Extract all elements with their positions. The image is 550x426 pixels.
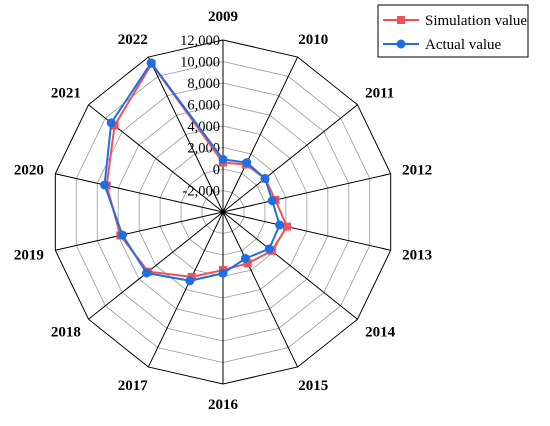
axis-spoke (222, 211, 299, 368)
category-label: 2015 (298, 378, 328, 394)
category-label: 2020 (14, 162, 44, 178)
radar-axes (55, 40, 391, 384)
category-label: 2013 (402, 248, 432, 264)
data-point (106, 118, 116, 128)
data-point (240, 253, 250, 263)
tick-label: 0 (213, 162, 220, 178)
legend-label-simulation: Simulation value (425, 13, 527, 29)
data-point (100, 180, 110, 190)
axis-spoke (222, 211, 391, 251)
axis-spoke (222, 104, 358, 213)
data-point (185, 276, 195, 286)
legend-label-actual: Actual value (425, 37, 502, 53)
category-labels: 2009 2010 2011 2012 2013 2014 2015 2016 2017 2018… (14, 9, 432, 413)
category-label: 2018 (51, 325, 81, 341)
category-label: 2019 (14, 248, 44, 264)
data-point (260, 173, 270, 183)
axis-spoke (55, 211, 224, 251)
data-point (142, 268, 152, 278)
axis-spoke (88, 211, 224, 320)
axis-spoke (147, 56, 224, 213)
legend-box (377, 4, 529, 58)
category-label: 2016 (208, 397, 239, 413)
axis-spoke (222, 211, 358, 320)
legend-marker-actual (396, 39, 406, 49)
axis-spoke (147, 211, 224, 368)
tick-label: -2,000 (183, 184, 220, 200)
data-point (218, 154, 228, 164)
data-point (243, 259, 252, 268)
data-point (242, 158, 252, 168)
tick-label: 10,000 (180, 55, 220, 71)
data-point (146, 58, 156, 68)
series-line (103, 61, 281, 282)
legend: Simulation value Actual value (377, 4, 529, 58)
series-actual (100, 58, 285, 286)
tick-label: 12,000 (180, 33, 220, 49)
category-label: 2021 (51, 85, 81, 101)
category-label: 2012 (402, 162, 432, 178)
category-label: 2014 (365, 325, 396, 341)
axis-spoke (222, 56, 299, 213)
axis-spoke (222, 173, 391, 213)
legend-marker-simulation (397, 16, 405, 24)
data-point (282, 222, 291, 231)
data-point (117, 230, 127, 240)
data-point (218, 268, 228, 278)
data-point (264, 244, 274, 254)
category-label: 2017 (118, 378, 149, 394)
data-point (267, 196, 277, 206)
series-layer (100, 58, 291, 286)
category-label: 2022 (118, 32, 148, 48)
tick-label: 8,000 (187, 76, 220, 92)
category-label: 2011 (365, 85, 394, 101)
axis-spoke (55, 173, 224, 213)
category-label: 2010 (298, 32, 328, 48)
tick-label: 6,000 (187, 98, 220, 114)
data-point (275, 220, 285, 230)
category-label: 2009 (208, 9, 238, 25)
